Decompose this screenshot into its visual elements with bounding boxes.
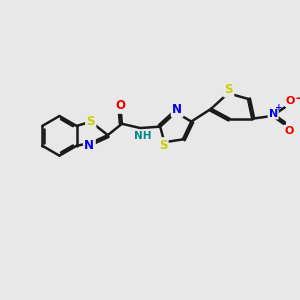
Text: O: O [116,100,125,112]
Text: S: S [224,83,233,96]
Text: N: N [172,103,182,116]
Text: O: O [284,126,293,136]
Text: S: S [159,139,167,152]
Text: S: S [86,115,95,128]
Text: +: + [275,103,283,112]
Text: O: O [286,96,295,106]
Text: N: N [268,109,278,118]
Text: NH: NH [134,131,151,141]
Text: N: N [84,139,94,152]
Text: -: - [295,92,300,105]
